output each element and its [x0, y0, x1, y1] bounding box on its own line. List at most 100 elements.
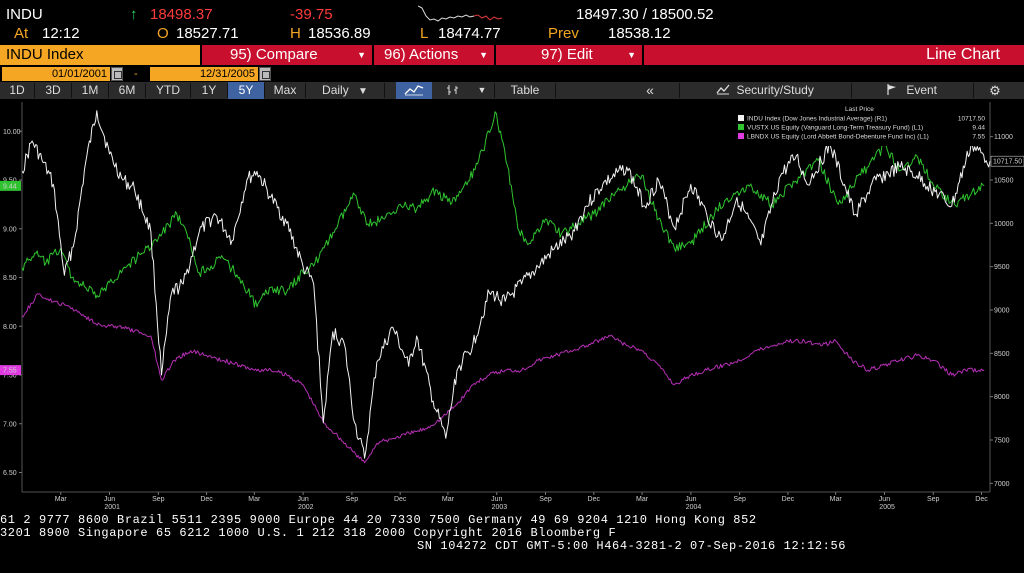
- y-left-tick-label: 7.00: [3, 421, 17, 428]
- calendar-icon[interactable]: [259, 67, 271, 81]
- legend-swatch-lbndx: [738, 133, 744, 139]
- frequency-dropdown[interactable]: Daily ▼: [306, 82, 384, 99]
- period-6m[interactable]: 6M: [118, 83, 136, 97]
- x-tick-label: Jun: [491, 496, 502, 503]
- legend-entry-lbndx: LBNDX US Equity (Lord Abbett Bond-Debent…: [747, 134, 929, 141]
- x-tick-label: Mar: [55, 496, 68, 503]
- low-label: L: [420, 25, 429, 42]
- y-left-tick-label: 6.50: [3, 470, 17, 477]
- chart-type-label: Line Chart: [926, 46, 1000, 63]
- x-tick-label: Mar: [442, 496, 455, 503]
- ticker-line-3: SN 104272 CDT GMT-5:00 H464-3281-2 07-Se…: [417, 539, 847, 553]
- gear-icon[interactable]: ⚙: [989, 83, 1001, 98]
- calendar-icon[interactable]: [111, 67, 123, 81]
- legend-box: [730, 104, 988, 146]
- x-year-label: 2002: [298, 504, 314, 511]
- x-tick-label: Jun: [104, 496, 115, 503]
- x-year-label: 2001: [104, 504, 120, 511]
- last-price: 18498.37: [150, 6, 213, 23]
- y-right-tick-label: 9500: [994, 264, 1010, 271]
- net-change: -39.75: [290, 6, 333, 23]
- x-tick-label: Sep: [927, 496, 940, 503]
- legend-entry-vustx: VUSTX US Equity (Vanguard Long-Term Trea…: [747, 125, 923, 132]
- y-left-tick-label: 8.00: [3, 324, 17, 331]
- y-right-tick-label: 10500: [994, 178, 1014, 185]
- series-line-lbndx: [21, 293, 985, 464]
- x-tick-label: Jun: [685, 496, 696, 503]
- x-tick-label: Dec: [394, 496, 407, 503]
- last-value-label-indu: 10717.50: [993, 159, 1022, 166]
- x-tick-label: Mar: [636, 496, 649, 503]
- period-1m[interactable]: 1M: [81, 83, 99, 97]
- security-study-label: Security/Study: [736, 83, 814, 97]
- compare-menu[interactable]: 95) Compare ▼: [202, 45, 372, 65]
- table-button[interactable]: Table: [510, 83, 540, 97]
- edit-menu[interactable]: 97) Edit ▼: [496, 45, 642, 65]
- x-tick-label: Dec: [588, 496, 601, 503]
- chevron-down-icon: ▼: [479, 50, 488, 60]
- start-date-input[interactable]: 01/01/2001: [2, 67, 110, 81]
- y-left-tick-label: 7.50: [3, 373, 17, 380]
- low-value: 18474.77: [438, 25, 501, 42]
- actions-label: 96) Actions: [384, 46, 459, 63]
- x-tick-label: Jun: [297, 496, 308, 503]
- legend-value-vustx: 9.44: [972, 125, 985, 132]
- date-dash: -: [134, 68, 138, 80]
- period-max[interactable]: Max: [273, 83, 297, 97]
- command-bar: INDU Index 95) Compare ▼ 96) Actions ▼ 9…: [0, 45, 1024, 65]
- security-field[interactable]: INDU Index: [0, 45, 200, 65]
- high-label: H: [290, 25, 301, 42]
- up-arrow-icon: ↑: [130, 6, 138, 23]
- bar-chart-icon[interactable]: [436, 82, 470, 99]
- sparkline: [418, 5, 503, 22]
- period-3d[interactable]: 3D: [45, 83, 61, 97]
- security-study-button[interactable]: Security/Study: [680, 82, 850, 99]
- chart-toolbar: 1D 3D 1M 6M YTD 1Y 5Y Max Daily ▼ ▼ Tabl…: [0, 82, 1024, 99]
- y-right-tick-label: 9000: [994, 308, 1010, 315]
- period-ytd[interactable]: YTD: [156, 83, 180, 97]
- event-button[interactable]: Event: [852, 82, 972, 99]
- prev-label: Prev: [548, 25, 579, 42]
- ticker-line-1: 61 2 9777 8600 Brazil 5511 2395 9000 Eur…: [0, 513, 757, 527]
- high-value: 18536.89: [308, 25, 371, 42]
- last-value-label-lbndx: 7.55: [3, 368, 17, 375]
- period-1y[interactable]: 1Y: [201, 83, 217, 97]
- x-tick-label: Sep: [539, 496, 552, 503]
- last-value-tag-lbndx: [0, 365, 21, 376]
- price-chart: 10.009.509.008.508.007.507.006.50 110001…: [0, 100, 1024, 512]
- security-label: INDU Index: [6, 46, 84, 63]
- chevron-down-icon: ▼: [358, 86, 368, 97]
- x-tick-label: Sep: [346, 496, 359, 503]
- y-left-tick-label: 8.50: [3, 275, 17, 282]
- x-tick-label: Mar: [248, 496, 261, 503]
- x-tick-label: Dec: [782, 496, 795, 503]
- quote-time: 12:12: [42, 25, 80, 42]
- event-label: Event: [906, 83, 938, 97]
- chevron-down-icon: ▼: [357, 50, 366, 60]
- chart-type-field[interactable]: Line Chart: [644, 45, 1024, 65]
- actions-menu[interactable]: 96) Actions ▼: [374, 45, 494, 65]
- bid-ask: 18497.30 / 18500.52: [576, 6, 714, 23]
- y-left-tick-label: 10.00: [3, 129, 21, 136]
- last-value-tag-indu: [990, 155, 1024, 167]
- x-tick-label: Sep: [152, 496, 165, 503]
- x-year-label: 2004: [686, 504, 702, 511]
- back-icon[interactable]: «: [646, 82, 654, 98]
- legend-title: Last Price: [845, 106, 874, 113]
- x-tick-label: Jun: [879, 496, 890, 503]
- period-5y[interactable]: 5Y: [228, 82, 264, 99]
- chart-style-dropdown[interactable]: ▼: [477, 85, 487, 95]
- flag-icon: [887, 84, 896, 95]
- compare-label: 95) Compare: [230, 46, 318, 63]
- ticker-line-2: 3201 8900 Singapore 65 6212 1000 U.S. 1 …: [0, 526, 617, 540]
- x-year-label: 2003: [492, 504, 508, 511]
- line-chart-icon[interactable]: [396, 82, 432, 99]
- legend-entry-indu: INDU Index (Dow Jones Industrial Average…: [747, 116, 887, 123]
- y-right-tick-label: 8000: [994, 394, 1010, 401]
- prev-value: 18538.12: [608, 25, 671, 42]
- end-date-input[interactable]: 12/31/2005: [150, 67, 258, 81]
- y-right-tick-label: 8500: [994, 351, 1010, 358]
- period-1d[interactable]: 1D: [9, 83, 25, 97]
- edit-label: 97) Edit: [541, 46, 593, 63]
- open-label: O: [157, 25, 169, 42]
